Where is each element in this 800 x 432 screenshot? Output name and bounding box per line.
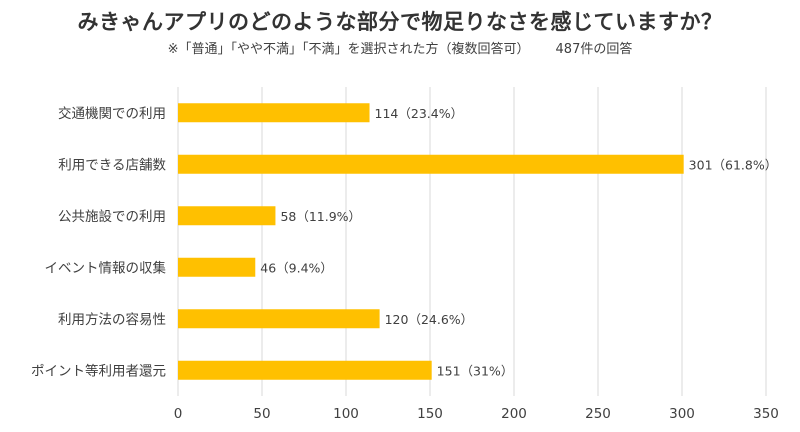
x-tick-label-0: 0 [174, 406, 183, 422]
category-label-4: 利用方法の容易性 [58, 311, 166, 328]
x-tick-label-1: 50 [253, 406, 270, 422]
bar-3 [178, 257, 256, 277]
gridlines [177, 87, 767, 396]
data-label-2: 58（11.9%） [280, 209, 361, 224]
bar-5 [178, 360, 432, 380]
subtitle-note: ※「普通」「やや不満」「不満」を選択された方（複数回答可） [167, 42, 530, 57]
chart-title: みきゃんアプリのどのような部分で物足りなさを感じていますか？ [77, 10, 723, 34]
data-label-5: 151（31%） [437, 363, 514, 378]
response-count: 487件の回答 [555, 42, 633, 57]
category-label-3: イベント情報の収集 [45, 260, 167, 276]
data-label-4: 120（24.6%） [385, 312, 474, 327]
x-tick-label-4: 200 [501, 406, 527, 422]
category-label-2: 公共施設での利用 [58, 209, 166, 225]
x-tick-label-5: 250 [585, 406, 611, 422]
x-tick-label-7: 350 [753, 406, 779, 422]
bar-2 [178, 206, 276, 226]
x-tick-label-6: 300 [669, 406, 695, 422]
data-label-0: 114（23.4%） [375, 106, 464, 121]
data-labels: 114（23.4%） 301（61.8%） 58（11.9%） 46（9.4%） 120… [260, 106, 777, 379]
category-labels: 交通機関での利用利用できる店舗数公共施設での利用イベント情報の収集利用方法の容易… [31, 105, 166, 380]
bar-1 [178, 154, 684, 174]
category-label-5: ポイント等利用者還元 [31, 362, 166, 379]
bar-4 [178, 309, 380, 329]
bars [178, 103, 684, 380]
data-label-1: 301（61.8%） [689, 157, 778, 172]
data-label-3: 46（9.4%） [260, 260, 333, 275]
x-axis-tick-labels: 0 50 100 150 200 250 300 350 [174, 406, 779, 422]
category-label-0: 交通機関での利用 [58, 105, 166, 122]
category-label-1: 利用できる店舗数 [58, 157, 166, 173]
bar-0 [178, 103, 370, 123]
x-tick-label-3: 150 [417, 406, 443, 422]
x-tick-label-2: 100 [333, 406, 359, 422]
chart-subtitle: ※「普通」「やや不満」「不満」を選択された方（複数回答可） 487件の回答 [0, 38, 800, 57]
